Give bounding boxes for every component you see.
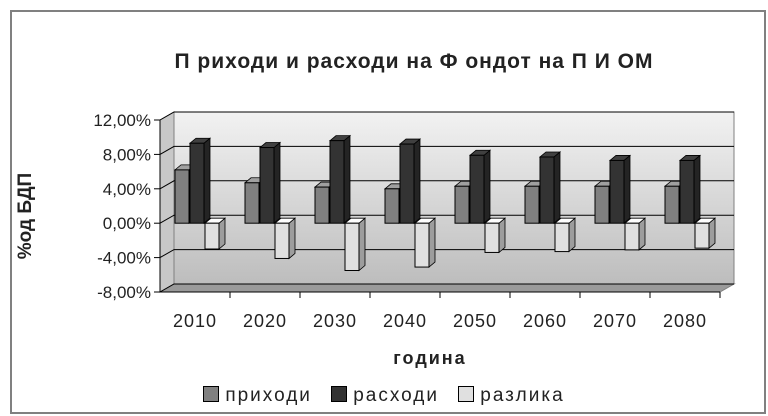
legend-item-prihodi: приходи [203, 385, 312, 407]
bar-приходи-2030 [314, 186, 330, 224]
bar-расходи-2040 [399, 143, 415, 224]
bar-разлика-2040 [414, 222, 430, 268]
bar-side [203, 137, 211, 225]
bar-приходи-2040 [384, 188, 400, 224]
legend-label-rashodi: расходи [353, 385, 439, 406]
gridline [159, 283, 734, 293]
bar-side [343, 134, 351, 225]
bar-side [358, 217, 366, 272]
legend: приходи расходи разлика [0, 385, 768, 407]
x-tick-label: 2010 [173, 311, 217, 331]
bar-side [693, 154, 701, 225]
x-tick-label: 2050 [453, 311, 497, 331]
bar-side [273, 141, 281, 225]
bar-расходи-2050 [469, 154, 485, 224]
y-tick-label: 0,00% [103, 214, 151, 233]
bar-разлика-2070 [624, 222, 640, 251]
plot-floor [158, 283, 736, 293]
legend-item-rashodi: расходи [331, 385, 439, 407]
y-tick-label: -4,00% [97, 249, 151, 268]
bar-расходи-2080 [679, 159, 695, 224]
bar-side [498, 217, 506, 254]
bar-приходи-2050 [454, 185, 470, 224]
bar-разлика-2080 [694, 222, 710, 249]
x-tick-label: 2030 [313, 311, 357, 331]
legend-swatch-rashodi [331, 386, 348, 402]
bar-приходи-2060 [524, 185, 540, 224]
bar-расходи-2070 [609, 159, 625, 224]
bar-side [483, 149, 491, 225]
y-tick-label: -8,00% [97, 283, 151, 302]
bar-side [288, 217, 296, 260]
bar-side [553, 151, 561, 225]
bar-расходи-2020 [259, 147, 275, 224]
bar-разлика-2050 [484, 222, 500, 253]
bar-side [568, 217, 576, 253]
plot-side-wall [159, 111, 175, 293]
bar-расходи-2010 [189, 142, 205, 224]
y-tick-label: 4,00% [103, 180, 151, 199]
x-tick-label: 2070 [593, 311, 637, 331]
bar-разлика-2030 [344, 222, 360, 271]
x-tick-label: 2060 [523, 311, 567, 331]
chart-title: П риходи и расходи на Ф ондот на П И ОМ [174, 50, 654, 73]
gridline [159, 249, 734, 259]
x-tick-label: 2080 [663, 311, 707, 331]
bar-side [413, 138, 421, 225]
bar-расходи-2030 [329, 140, 345, 224]
y-tick-label: 8,00% [103, 145, 151, 164]
bar-приходи-2010 [174, 169, 190, 224]
bar-разлика-2020 [274, 222, 290, 259]
bar-расходи-2060 [539, 156, 555, 224]
bar-приходи-2020 [244, 182, 260, 224]
legend-label-razlika: разлика [480, 385, 565, 406]
y-tick-label: 12,00% [93, 111, 151, 130]
legend-item-razlika: разлика [458, 385, 564, 407]
x-tick-label: 2040 [383, 311, 427, 331]
legend-label-prihodi: приходи [225, 385, 312, 406]
x-tick-label: 2020 [243, 311, 287, 331]
bar-разлика-2010 [204, 222, 220, 250]
bar-приходи-2080 [664, 185, 680, 224]
gridline [159, 145, 734, 155]
x-axis-label: година [393, 348, 467, 368]
bar-приходи-2070 [594, 185, 610, 224]
gridline [159, 111, 734, 121]
legend-swatch-prihodi [203, 386, 220, 402]
bar-разлика-2060 [554, 222, 570, 253]
bar-side [623, 154, 631, 225]
bar-side [428, 217, 436, 268]
legend-swatch-razlika [458, 386, 475, 402]
